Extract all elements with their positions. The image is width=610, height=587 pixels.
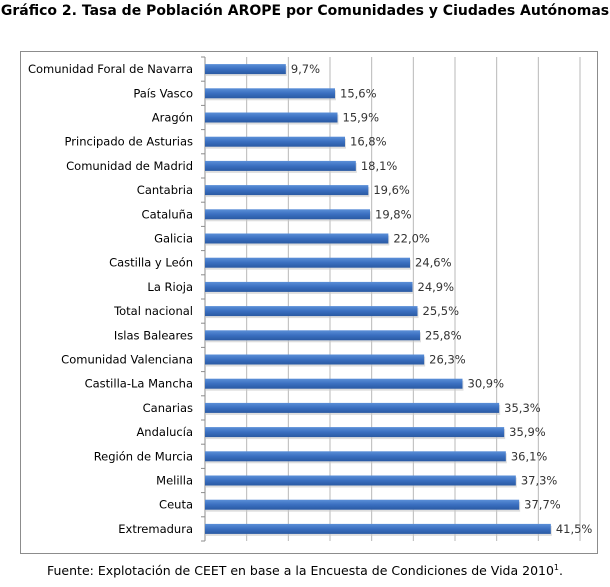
bar-chart: Comunidad Foral de Navarra 9,7% País Vasco… (20, 51, 598, 554)
category-label: La Rioja (147, 280, 193, 294)
chart-title: Gráfico 2. Tasa de Población AROPE por C… (0, 3, 610, 19)
category-label: País Vasco (133, 86, 193, 100)
data-label: 36,1% (511, 449, 548, 463)
category-label: Aragón (152, 111, 193, 125)
data-label: 37,7% (524, 498, 561, 512)
source-end: . (559, 563, 563, 579)
bar (205, 233, 389, 244)
data-label: 16,8% (350, 135, 387, 149)
data-label: 35,3% (504, 401, 541, 415)
data-label: 30,9% (468, 377, 505, 391)
bar (205, 378, 463, 389)
data-label: 41,5% (556, 522, 593, 536)
category-label: Castilla-La Mancha (85, 377, 193, 391)
chart-frame (20, 51, 598, 554)
data-label: 25,8% (425, 328, 462, 342)
category-label: Región de Murcia (94, 449, 193, 463)
bar (205, 402, 500, 413)
category-label: Comunidad Valenciana (61, 353, 193, 367)
bar (205, 330, 420, 341)
data-label: 15,9% (343, 111, 380, 125)
category-label: Castilla y León (109, 256, 193, 270)
bar (205, 306, 418, 317)
bar (205, 257, 410, 268)
bar (205, 354, 425, 365)
category-label: Melilla (156, 474, 193, 488)
data-label: 9,7% (291, 62, 320, 76)
bar (205, 451, 506, 462)
source-text: Fuente: Explotación de CEET en base a la… (47, 563, 554, 579)
bar (205, 281, 413, 292)
data-label: 37,3% (521, 474, 558, 488)
category-label: Extremadura (118, 522, 193, 536)
bar (205, 136, 345, 147)
category-label: Andalucía (136, 425, 193, 439)
category-label: Canarias (143, 401, 193, 415)
data-label: 35,9% (509, 425, 546, 439)
data-label: 15,6% (340, 86, 377, 100)
category-label: Comunidad de Madrid (66, 159, 193, 173)
category-label: Cantabria (137, 183, 193, 197)
category-label: Total nacional (113, 304, 193, 318)
bar (205, 88, 335, 99)
category-label: Ceuta (159, 498, 193, 512)
bar (205, 499, 520, 510)
bar (205, 185, 369, 196)
source-note: Fuente: Explotación de CEET en base a la… (0, 563, 610, 578)
data-label: 22,0% (393, 232, 430, 246)
data-label: 24,6% (415, 256, 452, 270)
category-label: Islas Baleares (114, 328, 193, 342)
bar (205, 64, 286, 75)
data-label: 19,6% (373, 183, 410, 197)
bar (205, 112, 338, 123)
category-label: Comunidad Foral de Navarra (28, 62, 193, 76)
category-label: Cataluña (142, 207, 193, 221)
bar (205, 427, 505, 438)
data-label: 24,9% (418, 280, 455, 294)
data-label: 18,1% (361, 159, 398, 173)
category-label: Galicia (154, 232, 193, 246)
bar (205, 209, 370, 220)
data-label: 26,3% (429, 353, 466, 367)
bar (205, 475, 516, 486)
category-label: Principado de Asturias (65, 135, 193, 149)
bar (205, 523, 551, 534)
data-label: 19,8% (375, 207, 412, 221)
footnote-mark: 1 (553, 563, 560, 572)
bar (205, 160, 356, 171)
data-label: 25,5% (423, 304, 460, 318)
